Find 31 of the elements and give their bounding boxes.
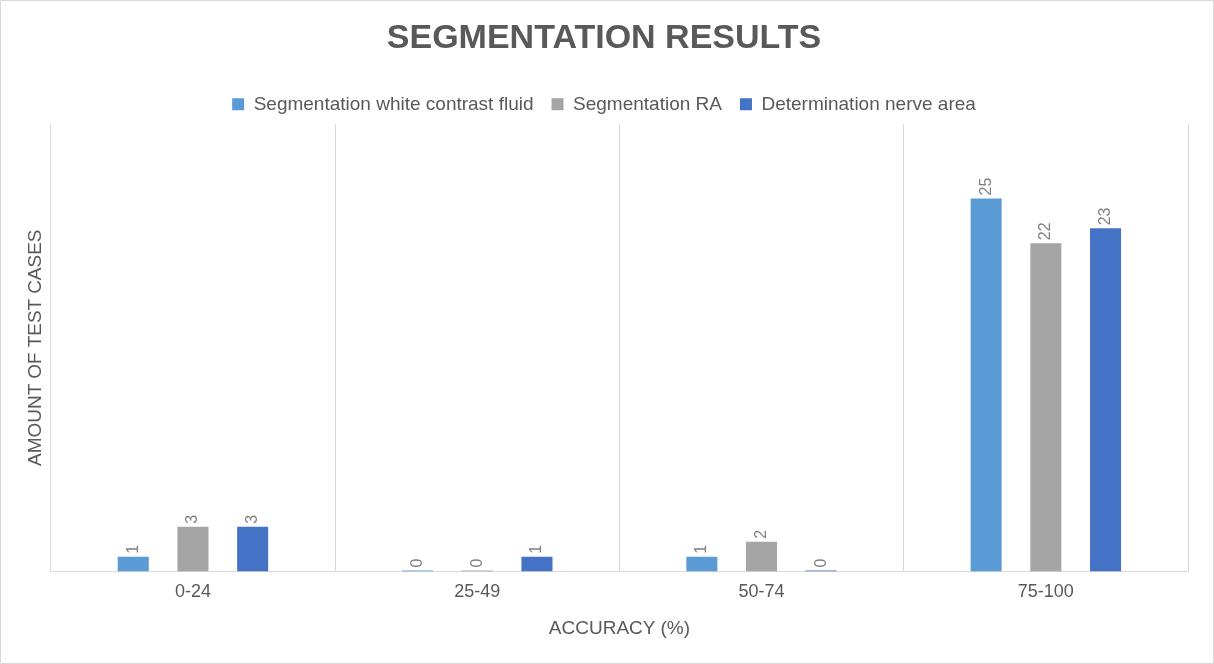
data-label: 3 xyxy=(243,514,261,524)
data-label: 3 xyxy=(183,514,201,524)
x-tick-label: 25-49 xyxy=(454,581,501,602)
bar xyxy=(970,198,1002,572)
bar xyxy=(117,556,149,572)
data-label: 1 xyxy=(527,544,545,554)
data-label: 0 xyxy=(811,558,829,568)
bar xyxy=(686,556,718,572)
y-axis-title: AMOUNT OF TEST CASES xyxy=(23,229,45,466)
data-label: 1 xyxy=(123,544,141,554)
bar xyxy=(237,526,269,572)
bar xyxy=(746,541,778,572)
x-axis-title: ACCURACY (%) xyxy=(548,616,690,638)
legend-label: Segmentation RA xyxy=(573,92,723,114)
x-tick-label: 75-100 xyxy=(1017,581,1074,602)
data-label: 1 xyxy=(692,544,710,554)
legend-label: Determination nerve area xyxy=(761,92,977,114)
x-tick-label: 0-24 xyxy=(174,581,211,602)
bar xyxy=(1030,243,1062,572)
data-label: 22 xyxy=(1036,222,1054,241)
data-label: 2 xyxy=(751,529,769,539)
legend-label: Segmentation white contrast fluid xyxy=(253,92,534,114)
data-label: 25 xyxy=(976,177,994,196)
bar xyxy=(521,556,553,572)
bar xyxy=(177,526,209,572)
data-label: 0 xyxy=(407,558,425,568)
chart-title: SEGMENTATION RESULTS xyxy=(386,16,822,55)
data-label: 0 xyxy=(467,558,485,568)
x-tick-label: 50-74 xyxy=(738,581,785,602)
bar xyxy=(1090,228,1122,572)
data-label: 23 xyxy=(1095,207,1113,226)
